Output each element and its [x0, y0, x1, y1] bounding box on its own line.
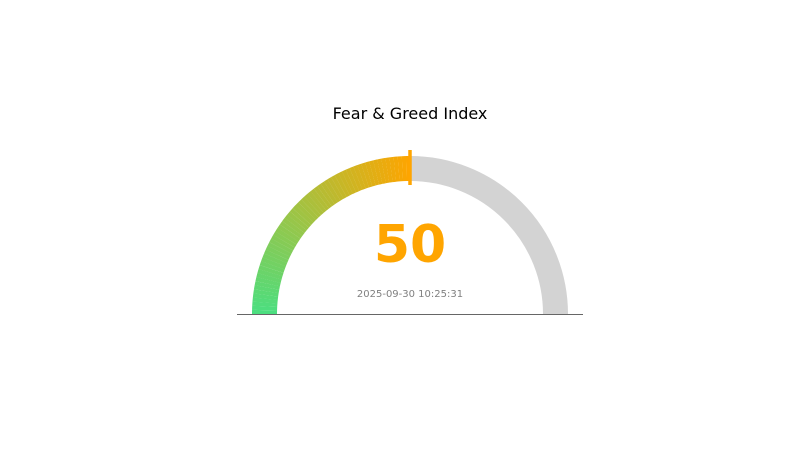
- gauge-fill-segment: [262, 253, 288, 267]
- gauge-fill-segment: [254, 281, 280, 290]
- gauge-fill-segment: [271, 234, 295, 251]
- gauge-arc: [252, 156, 568, 315]
- gauge-fill-segment: [357, 163, 370, 189]
- gauge-fill-segment: [310, 188, 330, 211]
- gauge-fill-segment: [304, 193, 324, 216]
- gauge-fill-segment: [284, 214, 307, 234]
- gauge-fill-segment: [292, 205, 314, 226]
- gauge-fill-segment: [298, 199, 319, 220]
- gauge-fill-segment: [259, 261, 285, 273]
- gauge-fill-segment: [327, 177, 344, 201]
- gauge-fill-segment: [317, 183, 335, 207]
- gauge-value: 50: [374, 215, 446, 275]
- gauge-fill-segment: [320, 181, 338, 205]
- gauge-fill-segment: [334, 173, 350, 198]
- gauge-fill-segment: [255, 277, 281, 287]
- gauge-fill-segment: [349, 166, 363, 192]
- gauge-fill-segment: [385, 157, 393, 183]
- gauge-fill-segment: [361, 162, 373, 188]
- chart-title: Fear & Greed Index: [333, 104, 488, 123]
- gauge-fill-segment: [267, 242, 292, 257]
- gauge-fill-segment: [369, 160, 380, 186]
- gauge-fill-segment: [301, 196, 322, 218]
- gauge-fill-segment: [287, 211, 309, 231]
- gauge-fill-segment: [258, 265, 284, 277]
- gauge-fill-segment: [323, 179, 341, 203]
- gauge-fill-segment: [289, 208, 312, 228]
- gauge-fill-segment: [377, 158, 386, 184]
- gauge-fill-segment: [253, 289, 279, 297]
- gauge-fill-segment: [307, 191, 327, 213]
- gauge-fill-segment: [313, 186, 332, 209]
- gauge-fill-segment: [261, 257, 286, 270]
- gauge-fill-segment: [273, 231, 297, 248]
- gauge-fill-segment: [331, 175, 347, 199]
- gauge-fill-segment: [253, 285, 280, 294]
- gauge-track: [409, 156, 568, 315]
- gauge-fill-segment: [264, 249, 289, 264]
- gauge-fill-segment: [265, 245, 291, 260]
- gauge-fill-segment: [256, 273, 282, 283]
- gauge-fill-segment: [345, 167, 360, 193]
- gauge-fill-segment: [279, 221, 303, 239]
- gauge-fill-segment: [269, 238, 294, 254]
- gauge-timestamp: 2025-09-30 10:25:31: [357, 289, 463, 300]
- gauge-fill-segment: [341, 169, 357, 194]
- gauge-fill-segment: [365, 161, 376, 187]
- gauge-fill-segment: [381, 157, 390, 184]
- gauge-fill-segment: [282, 217, 305, 236]
- gauge-fill-segment: [295, 202, 317, 223]
- gauge-fill-segment: [275, 227, 299, 245]
- gauge-fill-segment: [353, 165, 366, 190]
- gauge-fill-segment: [373, 159, 383, 185]
- gauge-fill-segment: [338, 171, 353, 196]
- gauge-fill-segment: [277, 224, 301, 242]
- gauge-fill-segment: [257, 269, 283, 280]
